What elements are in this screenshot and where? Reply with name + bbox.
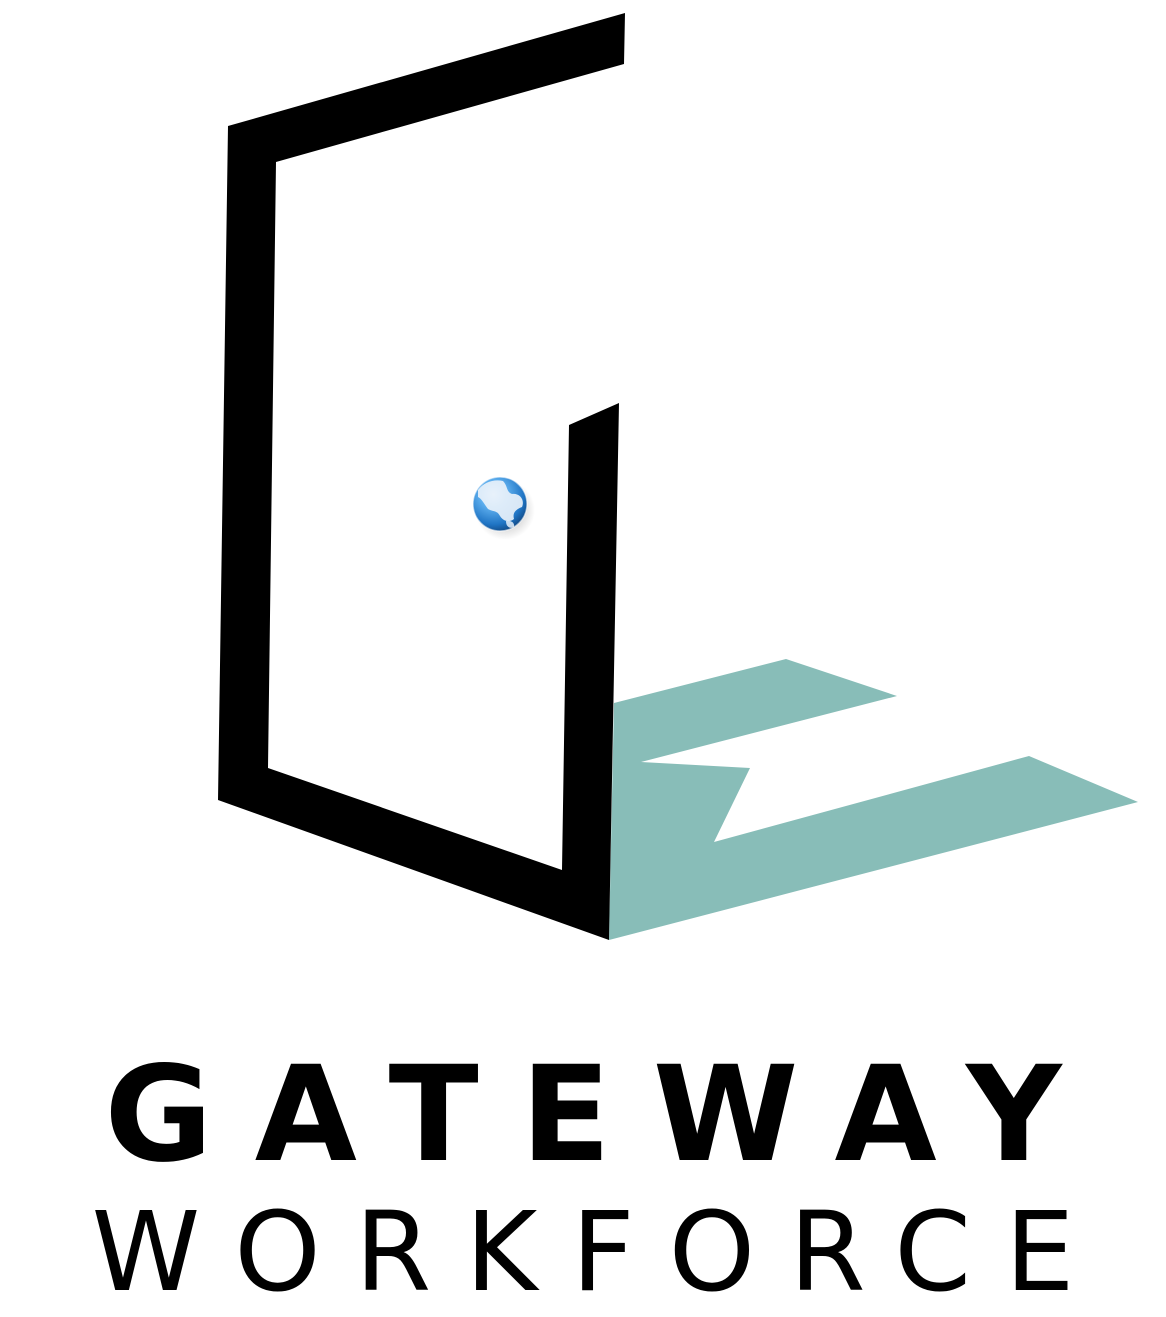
globe-icon: [472, 476, 535, 540]
logo-wordmark-gateway: GATEWAY: [104, 1038, 1104, 1192]
logo-wordmark-workforce: WORKFORCE: [91, 1188, 1109, 1316]
door-globe-logo-icon: [218, 13, 1138, 940]
door-frame-shape: [218, 13, 625, 940]
door-shadow-shape: [609, 659, 1138, 940]
